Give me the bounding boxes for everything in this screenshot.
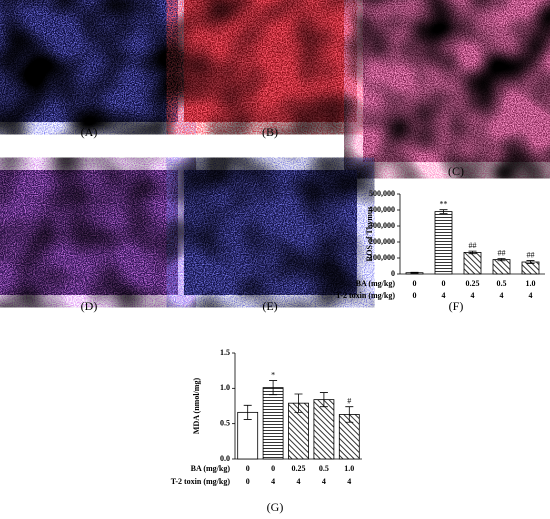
error-bar [497, 258, 506, 262]
micrograph-c [363, 0, 550, 162]
significance-mark: ## [498, 248, 506, 257]
bar [434, 211, 453, 275]
row-value: 0 [271, 464, 275, 473]
panel-label: (D) [81, 299, 98, 313]
error-bar [243, 404, 252, 420]
error-bar [526, 260, 535, 264]
micrograph-d [0, 170, 178, 295]
row-value: 1.0 [526, 279, 536, 288]
y-tick-label: 0.0 [220, 454, 230, 463]
panel-label: (C) [448, 164, 464, 178]
micrograph-e [184, 170, 357, 295]
row-value: 0 [442, 279, 446, 288]
row-value: 4 [500, 291, 504, 300]
row-value: 4 [442, 291, 446, 300]
y-tick-label: 1.5 [220, 348, 230, 357]
row-value: 0 [246, 477, 250, 486]
row-value: 4 [471, 291, 475, 300]
micrograph-b [184, 0, 357, 122]
row-value: 0.5 [497, 279, 507, 288]
significance-mark: ## [469, 241, 477, 250]
y-tick-label: 0 [391, 269, 395, 278]
y-tick-label: 400,000 [369, 205, 395, 214]
row-value: 4 [529, 291, 533, 300]
panel-label: (A) [81, 125, 98, 139]
row-label: T-2 toxin (mg/kg) [336, 291, 396, 300]
y-tick-label: 0.5 [220, 418, 230, 427]
bar [313, 399, 335, 460]
row-value: 4 [297, 477, 301, 486]
panel-label: (B) [262, 125, 278, 139]
y-tick-label: 1.0 [220, 383, 230, 392]
row-label: BA (mg/kg) [191, 464, 231, 473]
row-value: 0 [246, 464, 250, 473]
micrograph-a [0, 0, 178, 122]
row-label: BA (mg/kg) [356, 279, 396, 288]
row-value: 0 [413, 291, 417, 300]
error-bar [269, 380, 278, 396]
significance-mark: # [347, 397, 351, 406]
row-value: 0.25 [292, 464, 306, 473]
error-bar [410, 271, 419, 274]
error-bar [468, 250, 477, 255]
significance-mark: ** [440, 200, 448, 209]
panel-label: (F) [449, 299, 464, 313]
row-value: 4 [322, 477, 326, 486]
error-bar [319, 392, 328, 408]
significance-mark: * [271, 370, 275, 379]
row-value: 1.0 [344, 464, 354, 473]
error-bar [439, 209, 448, 214]
y-tick-label: 100,000 [369, 253, 395, 262]
panel-label: (G) [267, 500, 284, 514]
error-bar [294, 393, 303, 413]
bar [463, 251, 482, 275]
error-bar [345, 406, 354, 423]
row-value: 0 [413, 279, 417, 288]
bar [492, 259, 511, 275]
panel-label: (E) [262, 299, 277, 313]
y-axis-label: MDA (nmol/mg) [192, 378, 201, 435]
bar [262, 387, 284, 460]
row-label: T-2 toxin (mg/kg) [171, 477, 231, 486]
row-value: 4 [347, 477, 351, 486]
y-tick-label: 300,000 [369, 221, 395, 230]
row-value: 4 [271, 477, 275, 486]
row-value: 0.25 [466, 279, 480, 288]
y-axis-label: ROS of Thymus [365, 207, 374, 262]
y-tick-label: 500,000 [369, 189, 395, 198]
y-tick-label: 200,000 [369, 237, 395, 246]
significance-mark: ## [527, 250, 535, 259]
row-value: 0.5 [319, 464, 329, 473]
